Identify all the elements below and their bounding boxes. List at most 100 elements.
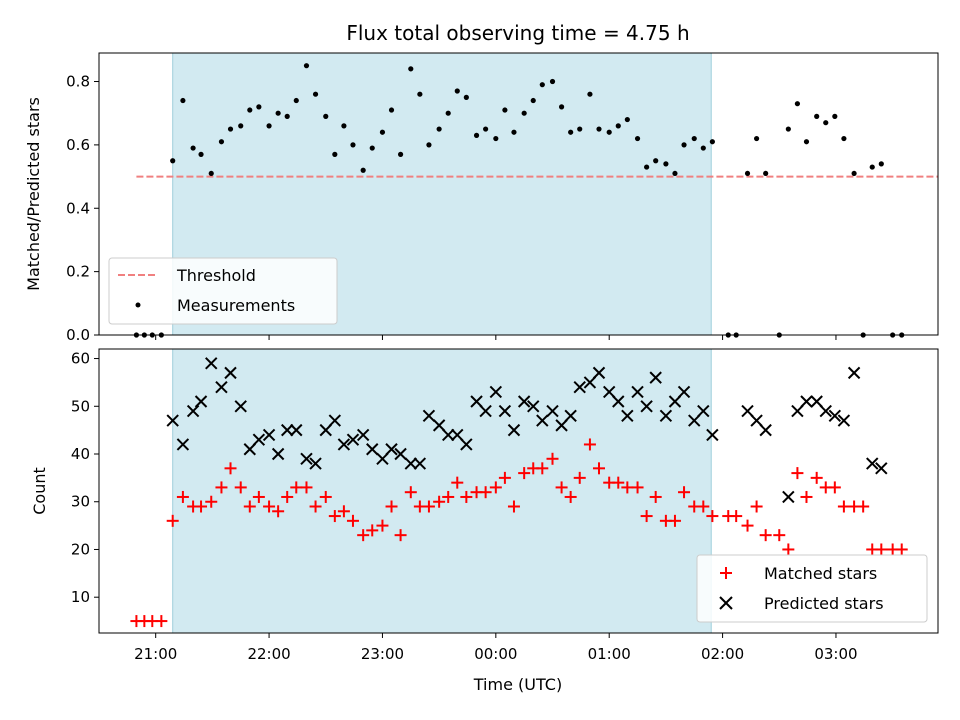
measurement-point [530,97,536,104]
measurement-point [539,82,545,88]
legend-threshold-label: Threshold [176,266,256,285]
matched-star-point [451,476,464,489]
predicted-star-point [621,409,634,423]
measurement-point [869,164,875,170]
matched-star-point [706,510,719,523]
predicted-star-point [612,395,625,408]
predicted-star-point [688,414,701,427]
matched-star-point [376,519,389,532]
predicted-star-point [800,395,813,408]
predicted-star-point [583,376,597,389]
predicted-star-point [677,385,691,399]
predicted-star-point [847,366,861,380]
legend-measurements-label: Measurements [177,296,295,315]
matched-star-point [697,500,710,513]
chart-title: Flux total observing time = 4.75 h [346,21,689,45]
measurement-point [256,104,262,110]
predicted-star-point [404,457,417,470]
predicted-stars-series [166,357,888,504]
bottom-panel: 10 20 30 40 50 60 21:00 22:00 23:00 00:00 01:00 02… [30,348,939,694]
x-tick-label: 22:00 [247,645,290,663]
matched-star-point [810,471,823,484]
predicted-star-point [309,457,322,470]
matched-star-point [234,481,247,494]
measurement-point [549,78,556,85]
measurement-point [615,123,621,129]
measurement-point [587,91,593,97]
matched-star-point [224,462,237,475]
matched-star-point [252,490,265,503]
y-tick-label: 0.6 [66,136,90,154]
x-tick-label: 21:00 [134,645,177,663]
bottom-y-axis-label: Count [30,467,49,515]
y-tick-label: 60 [71,350,90,368]
measurement-point [341,123,347,129]
predicted-star-point [413,457,427,470]
measurement-point [624,116,630,123]
x-tick-label: 23:00 [361,645,404,663]
predicted-star-point [186,404,200,418]
measurement-point [266,123,272,129]
y-tick-label: 0.4 [66,199,90,217]
matched-star-point [791,467,804,480]
matched-star-point [564,490,577,503]
matched-star-point [205,495,218,508]
predicted-star-point [782,490,795,504]
predicted-star-point [337,438,351,451]
matched-star-point [649,490,662,503]
matched-star-point [631,481,644,494]
legend-measurements-swatch [135,302,141,308]
predicted-star-point [166,414,179,427]
predicted-star-point [498,404,512,418]
predicted-star-point [194,395,208,408]
matched-star-point [750,500,763,513]
y-tick-label: 0.8 [66,73,90,91]
measurement-point [445,110,451,116]
predicted-star-point [271,447,285,461]
predicted-star-point [640,400,653,413]
predicted-star-point [319,423,332,437]
matched-star-point [422,500,435,513]
measurement-point [190,145,196,151]
matched-star-point [357,529,370,542]
measurement-point [275,110,281,116]
predicted-star-point [346,433,360,446]
matched-star-point [678,486,691,499]
y-tick-label: 30 [71,493,90,511]
matched-star-point [828,481,841,494]
top-legend: Threshold Measurements [108,257,338,325]
matched-star-point [433,495,446,508]
measurement-point [227,126,234,132]
matched-star-point [583,438,596,451]
predicted-star-point [366,443,379,456]
predicted-star-point [441,428,455,442]
predicted-star-point [460,438,473,451]
measurement-point [841,135,847,142]
measurement-point [851,170,857,177]
predicted-star-point [759,423,772,437]
measurement-point [681,142,687,148]
legend-predicted-label: Predicted stars [764,594,884,613]
predicted-star-point [205,357,218,370]
predicted-star-point [432,419,446,432]
measurement-point [463,94,469,100]
measurement-point [794,101,801,107]
matched-star-point [498,471,511,484]
predicted-star-point [290,423,303,437]
matched-star-point [640,510,653,523]
predicted-star-point [631,385,644,399]
matched-star-point [507,500,520,513]
measurement-point [397,151,404,157]
measurement-point [350,142,356,148]
predicted-star-point [659,409,673,423]
matched-star-point [195,500,208,513]
matched-star-point [895,543,908,556]
measurement-point [303,63,310,69]
measurement-point [388,107,395,113]
y-tick-label: 20 [71,540,90,558]
top-x-ticks [155,335,837,340]
matched-star-point [782,543,795,556]
matched-star-point [272,505,285,518]
matched-star-point [518,467,531,480]
matched-star-point [385,500,398,513]
